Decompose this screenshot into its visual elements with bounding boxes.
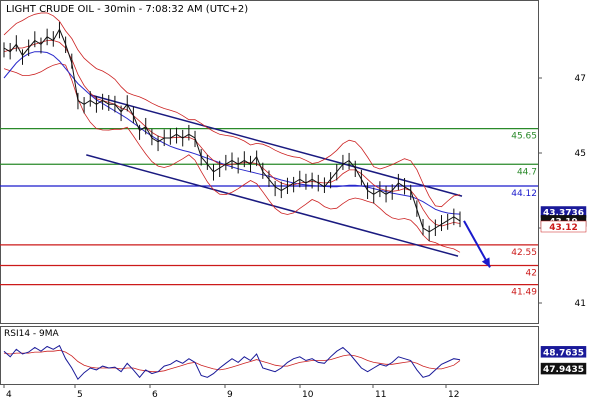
- bollinger-bands: [3, 12, 461, 253]
- level-label-2: 44.12: [511, 189, 537, 199]
- price-badge-0-text: 43.3736: [543, 208, 584, 218]
- rsi-badge-0-bg: [540, 346, 587, 358]
- rsi-badge-1-bg: [540, 362, 587, 375]
- time-tick-label-5: 11: [375, 390, 386, 400]
- rsi-label: RSI14 - 9MA: [4, 329, 60, 339]
- time-tick-label-4: 10: [302, 390, 314, 400]
- arrow-head: [481, 257, 490, 268]
- rsi-badge-0-text: 48.7635: [543, 348, 584, 358]
- time-axis: 4 5 6 9 10 11 12: [3, 384, 459, 400]
- chart-title: LIGHT CRUDE OIL - 30min - 7:08:32 AM (UT…: [6, 4, 248, 15]
- level-label-5: 41.49: [511, 288, 537, 298]
- price-line: [3, 28, 461, 233]
- level-label-4: 42: [526, 269, 537, 279]
- band-upper: [3, 12, 461, 208]
- rsi-line: [3, 344, 461, 381]
- level-label-3: 42.55: [511, 248, 537, 258]
- band-lower: [3, 63, 461, 253]
- price-axis: 47454341: [538, 74, 586, 309]
- price-tick-label-3: 41: [575, 299, 586, 309]
- time-tick-label-6: 12: [448, 390, 459, 400]
- rsi-series: 48.7635 47.9435: [3, 344, 587, 381]
- time-tick-label-2: 6: [152, 390, 158, 400]
- channel-upper: [90, 94, 463, 197]
- price-badge-2-text: 43.12: [549, 223, 577, 233]
- levels: 45.65 44.7 44.12 42.55 42 41.49: [0, 127, 538, 298]
- price-tick-label-1: 45: [575, 149, 586, 159]
- level-label-1: 44.7: [517, 167, 537, 177]
- rsi-badge-1-text: 47.9435: [543, 365, 584, 375]
- rsi-panel-frame: [0, 326, 539, 385]
- forecast-arrow: [463, 220, 491, 268]
- rsi-ma-line: [3, 349, 461, 373]
- price-series: [3, 22, 461, 242]
- time-tick-label-1: 5: [77, 390, 83, 400]
- time-tick-label-0: 4: [6, 390, 12, 400]
- price-badge-2-bg: [540, 220, 587, 233]
- price-tick-label-0: 47: [575, 74, 586, 84]
- level-label-0: 45.65: [511, 132, 537, 142]
- time-tick-label-3: 9: [227, 390, 233, 400]
- price-panel-frame: [0, 0, 539, 324]
- trend-channel: [86, 94, 463, 257]
- channel-lower: [86, 154, 459, 257]
